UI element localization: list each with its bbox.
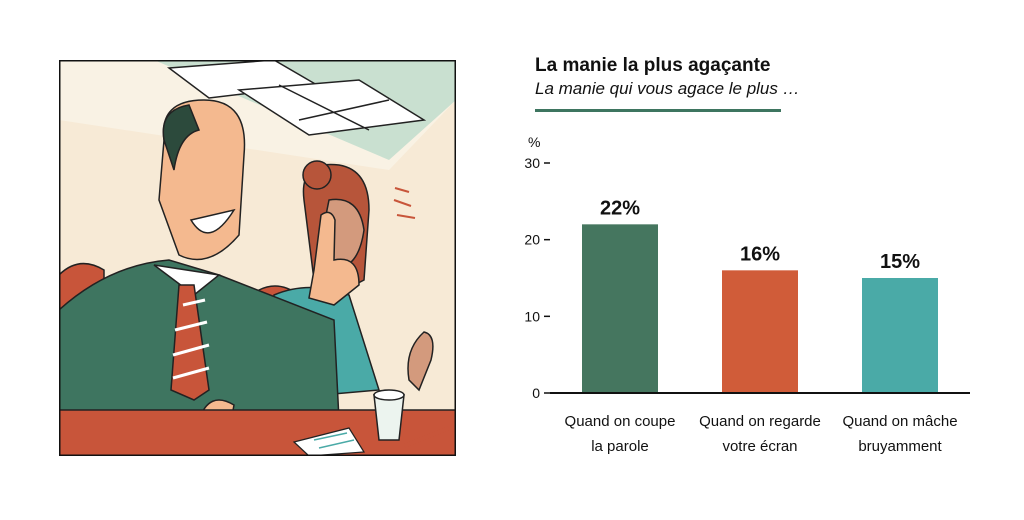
chart-subtitle: La manie qui vous agace le plus … <box>535 79 800 98</box>
bar <box>582 224 658 393</box>
category-label: Quand on coupe <box>565 413 676 430</box>
bar-value-label: 22% <box>600 197 640 219</box>
category-label: bruyamment <box>858 438 942 455</box>
category-label: la parole <box>591 438 649 455</box>
y-tick-label: 0 <box>532 385 540 401</box>
y-tick-label: 20 <box>524 232 540 248</box>
category-label: Quand on regarde <box>699 413 821 430</box>
title-rule <box>535 109 781 112</box>
category-label: Quand on mâche <box>842 413 957 430</box>
category-label: votre écran <box>722 438 797 455</box>
meeting-illustration <box>59 60 456 456</box>
chart-title: La manie la plus agaçante <box>535 55 771 76</box>
bar-value-label: 15% <box>880 251 920 273</box>
bar <box>722 270 798 393</box>
bar-value-label: 16% <box>740 243 780 265</box>
y-axis-unit-label: % <box>528 134 540 150</box>
y-tick-label: 10 <box>524 308 540 324</box>
bar-chart: % 0 10 20 30 22% 16% 15% Quand on coupe la par… <box>524 134 970 455</box>
bar <box>862 278 938 393</box>
y-tick-label: 30 <box>524 155 540 171</box>
